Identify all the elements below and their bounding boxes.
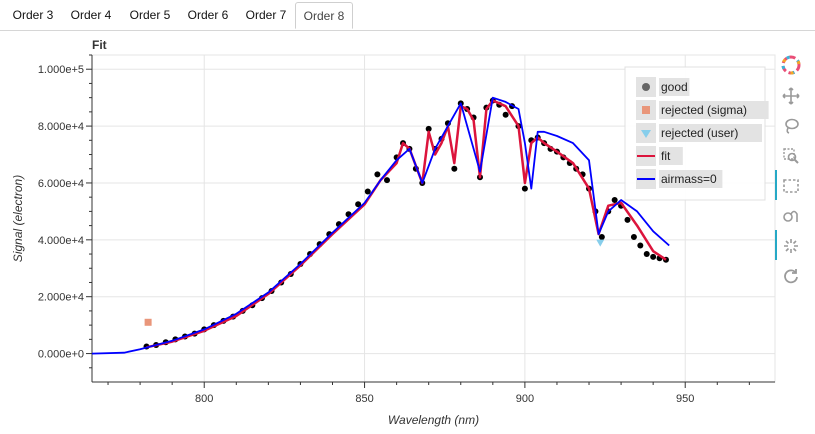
zoom-in-icon[interactable] — [780, 145, 802, 167]
legend-label: rejected (user) — [661, 126, 738, 140]
y-tick-label: 0.000e+0 — [38, 349, 84, 361]
y-axis-label: Signal (electron) — [11, 175, 25, 262]
legend-rejected-user-icon — [641, 130, 651, 138]
fit-line — [146, 99, 667, 349]
legend-label-bg — [659, 78, 690, 96]
chart-title: Fit — [92, 38, 107, 52]
tab-order-3[interactable]: Order 3 — [12, 8, 54, 22]
good-point — [521, 185, 528, 192]
legend-label: rejected (sigma) — [661, 103, 747, 117]
y-tick-label: 6.000e+4 — [38, 178, 84, 190]
legend-good-icon — [642, 83, 650, 91]
tab-order-8[interactable]: Order 8 — [295, 2, 353, 29]
x-tick-label: 850 — [355, 393, 373, 405]
active-tool-indicator — [775, 170, 777, 200]
active-tool-indicator — [775, 230, 777, 260]
plot-toolbar — [775, 52, 807, 292]
good-point — [425, 125, 432, 132]
y-tick-label: 4.000e+4 — [38, 235, 84, 247]
good-point — [630, 233, 637, 240]
x-tick-label: 800 — [195, 393, 213, 405]
legend: good rejected (sigma) rejected (user) fit ai… — [624, 66, 769, 201]
legend-label-bg — [659, 170, 723, 188]
legend-label-bg — [659, 147, 683, 165]
legend-label: good — [661, 80, 688, 94]
tab-order-6[interactable]: Order 6 — [187, 8, 229, 22]
y-tick-label: 2.000e+4 — [38, 292, 84, 304]
rejected-user-point — [596, 239, 605, 247]
tab-bar: Order 3 Order 4 Order 5 Order 6 Order 7 … — [0, 0, 815, 31]
legend-label-bg — [659, 101, 769, 119]
x-tick-label: 950 — [676, 393, 694, 405]
good-point — [502, 111, 509, 118]
good-point — [611, 197, 618, 204]
bokeh-logo-icon[interactable] — [780, 54, 802, 76]
rejected-sigma-point — [144, 318, 152, 326]
legend-rejected-sigma-icon — [642, 106, 650, 114]
good-point — [451, 165, 458, 172]
good-point — [650, 253, 657, 260]
good-point — [643, 251, 650, 258]
x-tick-label: 900 — [516, 393, 534, 405]
airmass-line — [91, 96, 670, 355]
good-point — [637, 242, 644, 249]
legend-label: airmass=0 — [661, 172, 717, 186]
good-point — [364, 188, 371, 195]
box-select-icon[interactable] — [775, 170, 802, 200]
good-point — [598, 233, 605, 240]
wheel-zoom-icon[interactable] — [775, 230, 802, 260]
x-axis-label: Wavelength (nm) — [388, 413, 479, 427]
y-tick-label: 8.000e+4 — [38, 121, 84, 133]
lasso-select-icon[interactable] — [780, 115, 802, 137]
good-point — [384, 177, 391, 184]
box-zoom-icon[interactable] — [780, 205, 802, 227]
tab-order-5[interactable]: Order 5 — [129, 8, 171, 22]
y-tick-label: 1.000e+5 — [38, 64, 84, 76]
tab-order-7[interactable]: Order 7 — [245, 8, 287, 22]
legend-label-bg — [659, 124, 762, 142]
pan-icon[interactable] — [780, 85, 802, 107]
reset-icon[interactable] — [780, 265, 802, 287]
good-point — [355, 201, 362, 208]
tab-order-4[interactable]: Order 4 — [70, 8, 112, 22]
good-point — [374, 171, 381, 178]
good-point — [624, 216, 631, 223]
legend-label: fit — [661, 149, 671, 163]
